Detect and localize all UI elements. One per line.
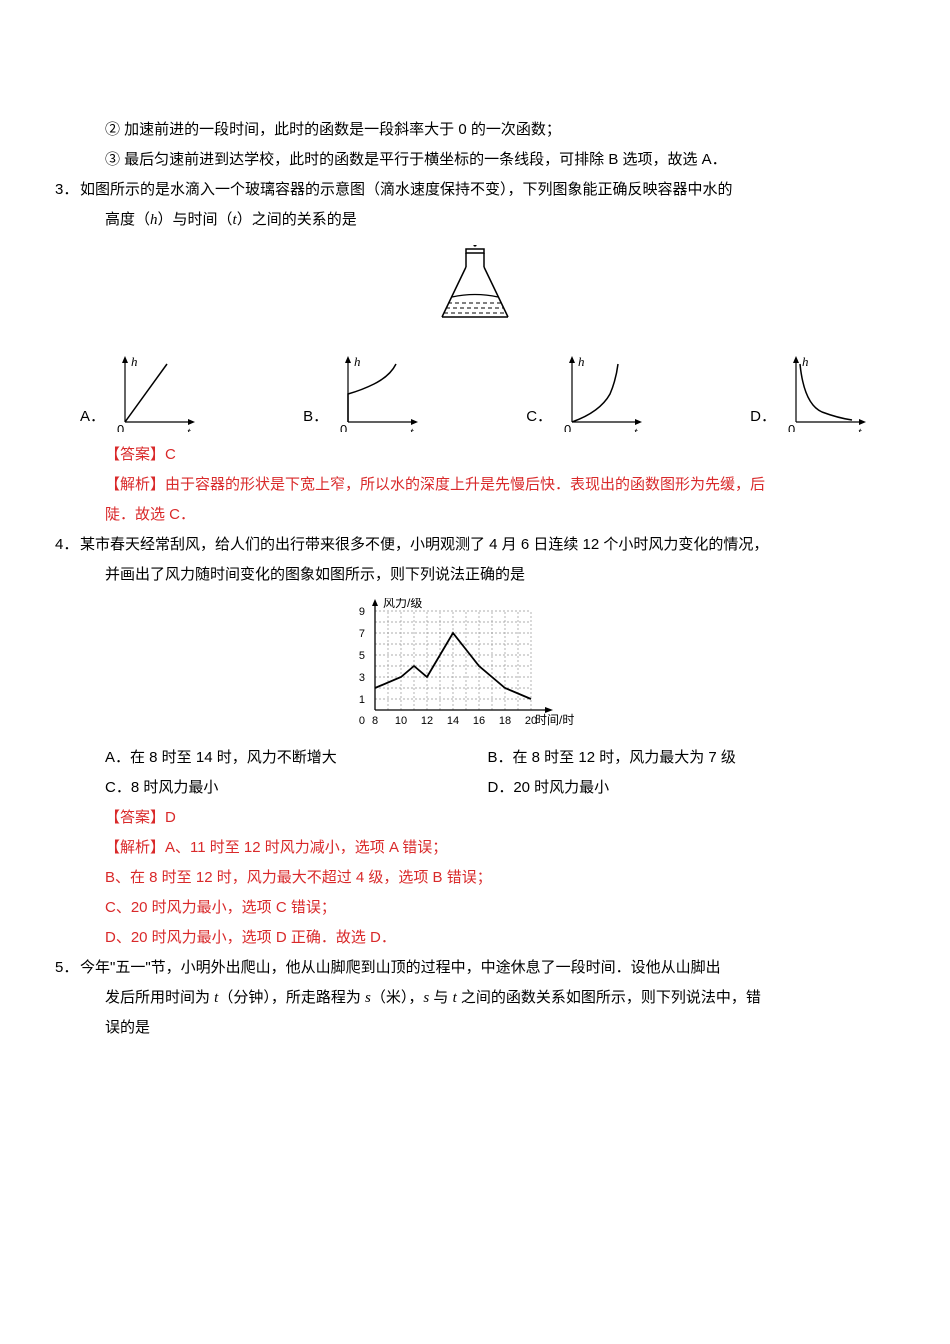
q3-num: 3． xyxy=(55,175,80,205)
q3-options: A． h t 0 B． h t 0 C． h xyxy=(80,354,870,432)
q5-text1: 今年"五一"节，小明外出爬山，他从山脚爬到山顶的过程中，中途休息了一段时间．设他… xyxy=(80,959,721,976)
svg-text:7: 7 xyxy=(359,628,365,640)
q4-e1: A、11 时至 12 时风力减小，选项 A 错误； xyxy=(165,839,447,856)
graph-D: h t 0 xyxy=(782,354,870,432)
container-figure xyxy=(80,245,870,346)
svg-text:h: h xyxy=(131,354,138,369)
graph-A: h t 0 xyxy=(111,354,199,432)
svg-text:风力/级: 风力/级 xyxy=(383,598,422,610)
q5-text2e: 之间的函数关系如图所示，则下列说法中，错 xyxy=(457,989,761,1006)
q5-text3: 误的是 xyxy=(105,1013,870,1043)
q4-answer: D xyxy=(165,809,176,826)
q3-explain1: 由于容器的形状是下宽上窄，所以水的深度上升是先慢后快．表现出的函数图形为先缓，后 xyxy=(165,476,765,493)
q4-text2: 并画出了风力随时间变化的图象如图所示，则下列说法正确的是 xyxy=(105,560,870,590)
intro-line2: ② 加速前进的一段时间，此时的函数是一段斜率大于 0 的一次函数； xyxy=(105,115,870,145)
q3-h: h xyxy=(150,212,158,228)
q3-answer: C xyxy=(165,446,176,463)
q5-num: 5． xyxy=(55,953,80,983)
q4-optB: B．在 8 时至 12 时，风力最大为 7 级 xyxy=(488,743,871,773)
q4-e4: D、20 时风力最小，选项 D 正确．故选 D． xyxy=(105,923,870,953)
svg-text:t: t xyxy=(858,424,862,432)
q4-optA: A．在 8 时至 14 时，风力不断增大 xyxy=(105,743,488,773)
q4-explain-label: 【解析】 xyxy=(105,839,165,856)
q3-explain-label: 【解析】 xyxy=(105,476,165,493)
q3-optC: C． xyxy=(526,402,552,432)
q3-text2c: ）之间的关系的是 xyxy=(237,211,357,228)
q3-optD: D． xyxy=(750,402,776,432)
svg-text:0: 0 xyxy=(788,422,795,432)
q5-text2b: （分钟），所走路程为 xyxy=(218,989,365,1006)
q4-text1: 某市春天经常刮风，给人们的出行带来很多不便，小明观测了 4 月 6 日连续 12… xyxy=(80,536,768,553)
q4-optC: C．8 时风力最小 xyxy=(105,773,488,803)
q4-num: 4． xyxy=(55,530,80,560)
svg-text:t: t xyxy=(634,424,638,432)
q3-text2b: ）与时间（ xyxy=(158,211,233,228)
q5-text2a: 发后所用时间为 xyxy=(105,989,214,1006)
q3-optB: B． xyxy=(303,402,328,432)
q3-explain2: 陡．故选 C． xyxy=(105,500,870,530)
q3-optA: A． xyxy=(80,402,105,432)
q3-text1: 如图所示的是水滴入一个玻璃容器的示意图（滴水速度保持不变），下列图象能正确反映容… xyxy=(80,181,733,198)
q3-answer-label: 【答案】 xyxy=(105,446,165,463)
svg-text:0: 0 xyxy=(564,422,571,432)
svg-text:10: 10 xyxy=(395,715,407,727)
svg-text:18: 18 xyxy=(499,715,511,727)
q5-text2c: （米）， xyxy=(371,989,424,1006)
graph-B: h t 0 xyxy=(334,354,422,432)
svg-text:12: 12 xyxy=(421,715,433,727)
svg-text:时间/时: 时间/时 xyxy=(535,713,574,727)
svg-text:h: h xyxy=(802,354,809,369)
q4-optD: D．20 时风力最小 xyxy=(488,773,871,803)
q3-text2a: 高度（ xyxy=(105,211,150,228)
q4-answer-label: 【答案】 xyxy=(105,809,165,826)
svg-text:3: 3 xyxy=(359,672,365,684)
svg-text:h: h xyxy=(354,354,361,369)
svg-text:h: h xyxy=(578,354,585,369)
svg-text:t: t xyxy=(187,424,191,432)
svg-text:t: t xyxy=(410,424,414,432)
svg-text:0: 0 xyxy=(359,715,365,727)
q4-e3: C、20 时风力最小，选项 C 错误； xyxy=(105,893,870,923)
svg-text:1: 1 xyxy=(359,694,365,706)
wind-chart: 1357981012141618200风力/级时间/时 xyxy=(80,598,870,739)
q5-text2d: 与 xyxy=(429,989,452,1006)
svg-text:14: 14 xyxy=(447,715,459,727)
svg-text:9: 9 xyxy=(359,606,365,618)
graph-C: h t 0 xyxy=(558,354,646,432)
q4-e2: B、在 8 时至 12 时，风力最大不超过 4 级，选项 B 错误； xyxy=(105,863,870,893)
intro-line3: ③ 最后匀速前进到达学校，此时的函数是平行于横坐标的一条线段，可排除 B 选项，… xyxy=(105,145,870,175)
svg-text:0: 0 xyxy=(117,422,124,432)
svg-text:8: 8 xyxy=(372,715,378,727)
svg-text:5: 5 xyxy=(359,650,365,662)
svg-text:0: 0 xyxy=(340,422,347,432)
svg-text:16: 16 xyxy=(473,715,485,727)
